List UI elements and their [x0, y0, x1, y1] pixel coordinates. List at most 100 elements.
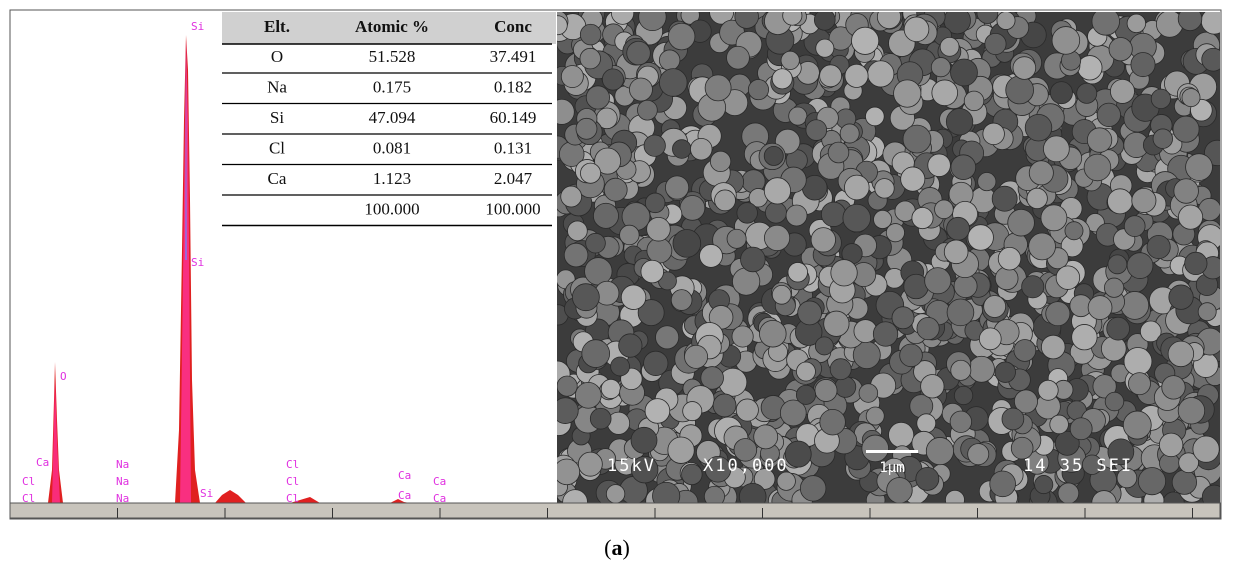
- particle: [886, 477, 913, 503]
- particle: [1150, 88, 1172, 110]
- particle: [797, 300, 823, 326]
- scale-bar: [866, 450, 918, 453]
- particle: [1201, 47, 1220, 72]
- particle: [1037, 379, 1059, 401]
- particle: [644, 398, 671, 424]
- particle: [1064, 221, 1084, 241]
- peak-label: Si: [191, 256, 204, 269]
- particle: [618, 333, 643, 358]
- particle: [753, 468, 776, 490]
- particle: [976, 12, 999, 24]
- sem-voltage: 15kV: [607, 456, 656, 476]
- particle: [667, 22, 696, 51]
- particle: [1137, 467, 1167, 496]
- particle: [670, 289, 693, 311]
- particle: [1010, 436, 1034, 460]
- particle: [829, 358, 852, 381]
- table-cell: Cl: [269, 138, 285, 157]
- particle: [996, 12, 1016, 30]
- particle: [977, 172, 997, 192]
- particle: [567, 220, 588, 242]
- particle: [1055, 265, 1081, 290]
- particle: [646, 237, 673, 264]
- particle: [983, 295, 1007, 318]
- particle: [1197, 302, 1217, 322]
- particle: [1106, 316, 1130, 341]
- particle: [814, 379, 838, 402]
- particle: [765, 201, 787, 224]
- particle: [858, 383, 879, 403]
- particle: [753, 424, 779, 450]
- particle: [735, 398, 759, 422]
- particle: [560, 185, 583, 208]
- particle: [644, 192, 666, 214]
- particle: [740, 246, 766, 273]
- particle: [820, 201, 847, 227]
- particle: [1167, 340, 1195, 368]
- peak-label: Ca: [398, 469, 411, 482]
- peak-label: Ca: [433, 475, 446, 488]
- particle: [672, 139, 692, 159]
- particle: [1077, 55, 1103, 81]
- particle: [782, 12, 803, 26]
- particle: [733, 438, 758, 462]
- particle: [867, 60, 895, 88]
- caption-open: (: [604, 535, 611, 560]
- particle: [1091, 12, 1120, 36]
- particle: [585, 232, 606, 254]
- particle: [571, 283, 600, 312]
- particle: [945, 108, 974, 136]
- particle: [844, 174, 870, 201]
- particle: [795, 384, 816, 405]
- particle: [787, 262, 808, 283]
- particle: [997, 246, 1022, 271]
- peak-label: Ca: [398, 489, 411, 502]
- particle: [600, 378, 621, 399]
- particle: [638, 12, 667, 32]
- peak-label: Na: [116, 475, 129, 488]
- particle: [903, 16, 930, 43]
- particle: [967, 443, 990, 466]
- particle: [994, 266, 1019, 291]
- particle: [580, 162, 602, 184]
- particle: [815, 38, 835, 58]
- spectrum: [48, 35, 410, 503]
- particle: [861, 434, 889, 463]
- particle: [681, 463, 703, 486]
- particle: [839, 123, 860, 144]
- particle: [664, 175, 690, 200]
- particle: [916, 413, 937, 434]
- particle: [610, 356, 630, 377]
- particle: [911, 207, 934, 230]
- particle: [699, 244, 723, 268]
- particle: [629, 77, 653, 102]
- particle: [1028, 160, 1054, 186]
- particle: [1161, 375, 1186, 400]
- particle: [704, 74, 732, 102]
- particle: [646, 216, 671, 242]
- particle: [1081, 454, 1103, 475]
- particle: [865, 406, 885, 426]
- particle: [1107, 254, 1128, 275]
- particle: [1173, 178, 1199, 204]
- axis-ticks: [117, 508, 1193, 518]
- particle: [1123, 347, 1153, 376]
- particle: [1043, 135, 1070, 163]
- particle: [967, 224, 994, 251]
- particle: [1045, 301, 1071, 327]
- particle: [943, 239, 969, 265]
- particle: [950, 58, 978, 87]
- particle: [891, 306, 915, 330]
- table-cell: 37.491: [490, 47, 537, 66]
- particle: [601, 68, 625, 91]
- particle: [939, 36, 960, 57]
- particle: [626, 40, 651, 66]
- particle: [1192, 435, 1220, 463]
- particle: [658, 49, 681, 71]
- particle: [579, 23, 602, 46]
- particle: [945, 489, 965, 503]
- particle: [1096, 102, 1121, 127]
- particle: [1178, 452, 1199, 474]
- particle: [819, 408, 846, 436]
- particle: [679, 195, 706, 221]
